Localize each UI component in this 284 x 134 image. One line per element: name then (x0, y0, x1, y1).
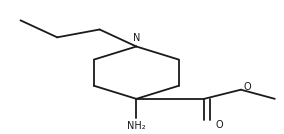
Text: NH₂: NH₂ (127, 121, 146, 131)
Text: O: O (216, 120, 223, 130)
Text: O: O (243, 82, 251, 92)
Text: N: N (133, 33, 140, 43)
